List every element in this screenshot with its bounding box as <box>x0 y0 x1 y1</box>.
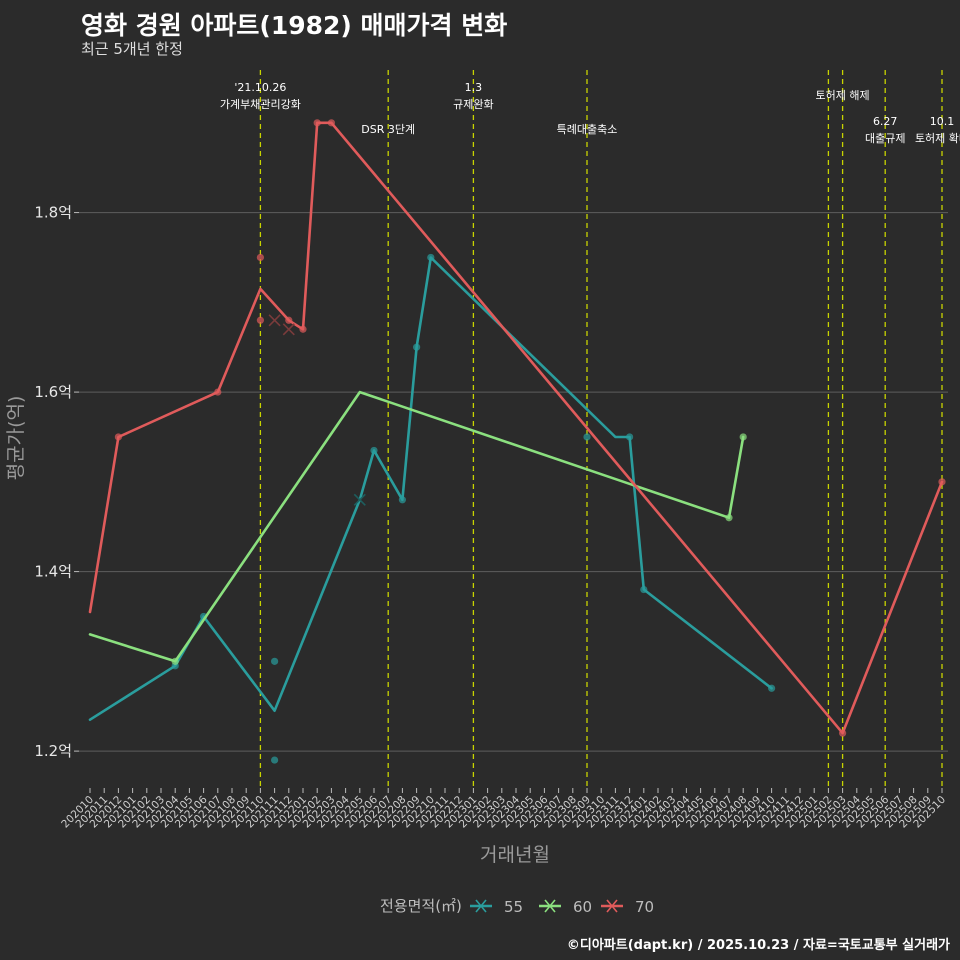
event-annotation: 특례대출축소 <box>557 123 618 136</box>
y-tick-label: 1.8억 <box>34 204 72 222</box>
data-point-55 <box>370 446 378 455</box>
data-point-55 <box>271 657 279 665</box>
data-point-70 <box>299 325 307 333</box>
series-70 <box>88 119 946 737</box>
y-axis-title: 평균가(억) <box>5 396 27 481</box>
cancelled-deal-marker <box>282 323 295 336</box>
event-annotation: 대출규제 <box>865 132 905 145</box>
data-point-70 <box>214 388 222 396</box>
data-point-55 <box>768 684 776 692</box>
chart-subtitle: 최근 5개년 한정 <box>81 40 183 58</box>
y-tick-label: 1.2억 <box>34 742 72 760</box>
data-point-70 <box>327 119 335 127</box>
cancelled-deal-marker <box>353 493 366 506</box>
event-annotation: 10.1 <box>930 115 955 128</box>
cancelled-deal-marker <box>268 314 281 327</box>
data-point-55 <box>413 343 421 351</box>
legend: 전용면적(㎡) 55 60 70 <box>380 897 654 916</box>
legend-label-70: 70 <box>635 898 654 916</box>
data-point-70 <box>313 119 321 127</box>
event-annotation: 가계부채관리강화 <box>220 98 301 111</box>
data-point-60 <box>725 514 733 522</box>
series-line-60 <box>88 390 745 663</box>
event-annotation: 6.27 <box>873 115 898 128</box>
data-point-55 <box>271 756 279 764</box>
event-annotation: 토허제 해제 <box>816 88 870 102</box>
data-point-70 <box>285 316 293 324</box>
data-point-55 <box>427 253 435 262</box>
data-point-70 <box>839 729 847 737</box>
data-point-60 <box>171 657 179 665</box>
data-point-70 <box>256 316 264 324</box>
legend-label-60: 60 <box>573 898 592 916</box>
series-line-70 <box>88 121 944 735</box>
legend-swatch-marker-70 <box>606 899 618 913</box>
legend-swatch-marker-60 <box>544 899 556 913</box>
series-55 <box>88 253 776 764</box>
chart-title: 영화 경원 아파트(1982) 매매가격 변화 <box>81 11 508 40</box>
data-point-55 <box>626 433 634 441</box>
y-tick-label: 1.6억 <box>34 383 72 401</box>
legend-label-55: 55 <box>504 898 523 916</box>
event-annotation: '21.10.26 <box>234 81 286 94</box>
x-axis-title: 거래년월 <box>480 844 550 866</box>
legend-swatch-marker-55 <box>475 899 487 913</box>
y-tick-label: 1.4억 <box>34 563 72 581</box>
legend-title: 전용면적(㎡) <box>380 897 462 915</box>
event-annotation: 1.3 <box>465 81 483 94</box>
data-point-60 <box>739 433 747 441</box>
data-point-70 <box>938 478 946 486</box>
event-annotation: 규제완화 <box>453 98 493 111</box>
event-annotation: DSR 3단계 <box>361 123 415 136</box>
data-point-55 <box>640 585 648 594</box>
data-point-55 <box>398 496 406 504</box>
data-point-70 <box>256 253 264 262</box>
data-point-70 <box>114 433 122 441</box>
series-line-55 <box>88 256 773 722</box>
series-60 <box>88 390 747 665</box>
event-annotation: 토허제 확대 <box>915 132 960 145</box>
data-point-55 <box>583 433 591 441</box>
source-caption: ©디아파트(dapt.kr) / 2025.10.23 / 자료=국토교통부 실… <box>566 938 950 953</box>
